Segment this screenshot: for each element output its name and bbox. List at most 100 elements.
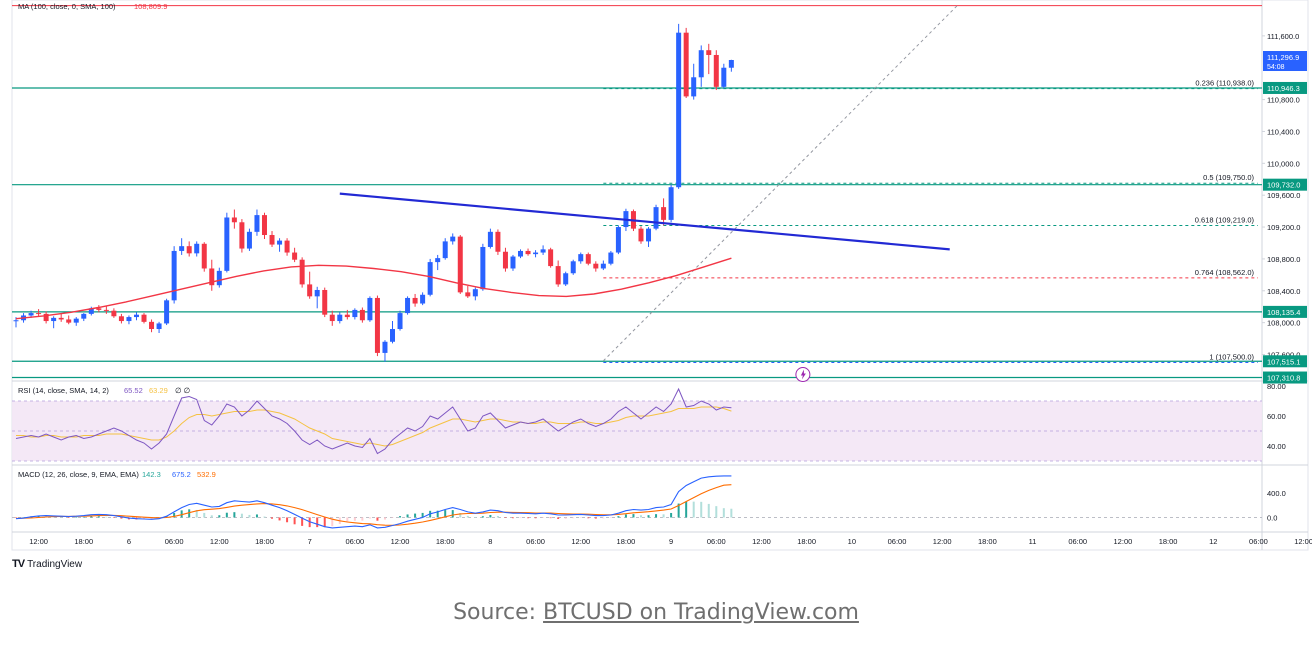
time-tick-label: 06:00 bbox=[526, 537, 545, 546]
time-tick-label: 06:00 bbox=[165, 537, 184, 546]
candle bbox=[465, 286, 471, 298]
macd-histogram-bar bbox=[60, 517, 63, 518]
time-tick-label: 12:00 bbox=[933, 537, 952, 546]
candle-body bbox=[88, 308, 94, 314]
candle bbox=[261, 212, 267, 239]
fib-level-label: 0.618 (109,219.0) bbox=[1195, 216, 1255, 225]
candle bbox=[284, 238, 290, 256]
candle bbox=[540, 245, 546, 255]
candle bbox=[359, 307, 365, 323]
macd-histogram-bar bbox=[218, 515, 221, 518]
candle-body bbox=[676, 32, 682, 188]
candle-body bbox=[103, 309, 109, 311]
candle bbox=[171, 246, 177, 304]
time-tick-label: 12:00 bbox=[391, 537, 410, 546]
macd-histogram-bar bbox=[301, 517, 304, 526]
rsi-tick-label: 80.00 bbox=[1267, 382, 1286, 391]
macd-histogram-bar bbox=[662, 514, 665, 518]
candle bbox=[442, 238, 448, 260]
candle-body bbox=[382, 341, 388, 353]
candle-body bbox=[307, 284, 313, 297]
candle-body bbox=[683, 32, 689, 97]
candle-body bbox=[81, 313, 87, 319]
candle bbox=[510, 254, 516, 271]
candle bbox=[133, 312, 139, 321]
rsi-tick-label: 60.00 bbox=[1267, 412, 1286, 421]
candle bbox=[600, 260, 606, 271]
tradingview-brand: TradingView bbox=[27, 558, 83, 570]
level-price-label: 109,732.0 bbox=[1267, 181, 1300, 190]
macd-histogram-bar bbox=[399, 516, 402, 518]
candle-body bbox=[600, 263, 606, 269]
time-tick-label: 18:00 bbox=[617, 537, 636, 546]
fib-level-label: 1 (107,500.0) bbox=[1209, 352, 1254, 361]
macd-histogram-bar bbox=[534, 517, 537, 519]
candle bbox=[405, 296, 411, 315]
candle bbox=[367, 296, 373, 322]
macd-histogram-bar bbox=[549, 517, 552, 519]
macd-histogram-bar bbox=[180, 510, 183, 518]
candle bbox=[224, 212, 230, 273]
source-link[interactable]: BTCUSD on TradingView.com bbox=[543, 600, 859, 625]
time-tick-label: 11 bbox=[1029, 537, 1037, 546]
candle bbox=[13, 317, 19, 328]
candle-body bbox=[118, 316, 124, 322]
time-tick-label: 18:00 bbox=[436, 537, 455, 546]
candle-body bbox=[450, 236, 456, 242]
candle bbox=[374, 295, 380, 357]
candle bbox=[691, 63, 697, 100]
macd-legend-macd: 675.2 bbox=[172, 470, 191, 479]
time-tick-label: 18:00 bbox=[978, 537, 997, 546]
macd-histogram-bar bbox=[624, 514, 627, 518]
candle-body bbox=[36, 313, 42, 315]
candle bbox=[277, 238, 283, 252]
time-tick-label: 06:00 bbox=[888, 537, 907, 546]
candle bbox=[239, 219, 245, 253]
candle-body bbox=[277, 240, 283, 245]
macd-histogram-bar bbox=[722, 508, 725, 518]
macd-histogram-bar bbox=[647, 515, 650, 518]
macd-histogram-bar bbox=[519, 517, 522, 519]
candle bbox=[322, 287, 328, 318]
candle-body bbox=[133, 314, 139, 318]
macd-histogram-bar bbox=[240, 513, 243, 518]
macd-tick-label: 0.0 bbox=[1267, 513, 1277, 522]
macd-line bbox=[15, 475, 732, 529]
level-price-tag bbox=[1263, 178, 1307, 191]
candle bbox=[118, 313, 124, 324]
price-tick-label: 111,600.0 bbox=[1267, 32, 1299, 41]
macd-histogram-bar bbox=[37, 515, 40, 518]
candle-body bbox=[555, 266, 561, 285]
tradingview-mark-icon: TV bbox=[12, 558, 25, 570]
macd-histogram-bar bbox=[293, 517, 296, 525]
candle bbox=[103, 305, 109, 314]
macd-histogram-bar bbox=[353, 517, 356, 521]
candle-body bbox=[73, 318, 79, 323]
candle bbox=[593, 261, 599, 272]
macd-histogram-bar bbox=[466, 515, 469, 518]
fib-level-label: 0.764 (108,562.0) bbox=[1195, 268, 1255, 277]
macd-histogram-bar bbox=[527, 517, 530, 519]
macd-histogram-bar bbox=[361, 517, 364, 521]
time-tick-label: 8 bbox=[488, 537, 492, 546]
candle bbox=[58, 313, 64, 322]
macd-histogram-bar bbox=[685, 501, 688, 518]
macd-histogram-bar bbox=[655, 514, 658, 518]
macd-histogram-bar bbox=[579, 517, 582, 518]
candle bbox=[706, 43, 712, 75]
macd-histogram-bar bbox=[331, 517, 334, 527]
candle-body bbox=[510, 256, 516, 269]
candle-body bbox=[646, 228, 652, 242]
candle-body bbox=[13, 320, 19, 322]
candle bbox=[36, 309, 42, 317]
candle bbox=[269, 231, 275, 247]
source-prefix: Source: bbox=[453, 600, 537, 625]
macd-histogram-bar bbox=[323, 517, 326, 528]
macd-histogram-bar bbox=[496, 515, 499, 518]
candle-body bbox=[728, 60, 734, 68]
candle-body bbox=[615, 227, 621, 253]
price-tick-label: 109,200.0 bbox=[1267, 223, 1300, 232]
candle-body bbox=[713, 54, 719, 87]
price-tick-label: 109,600.0 bbox=[1267, 191, 1300, 200]
